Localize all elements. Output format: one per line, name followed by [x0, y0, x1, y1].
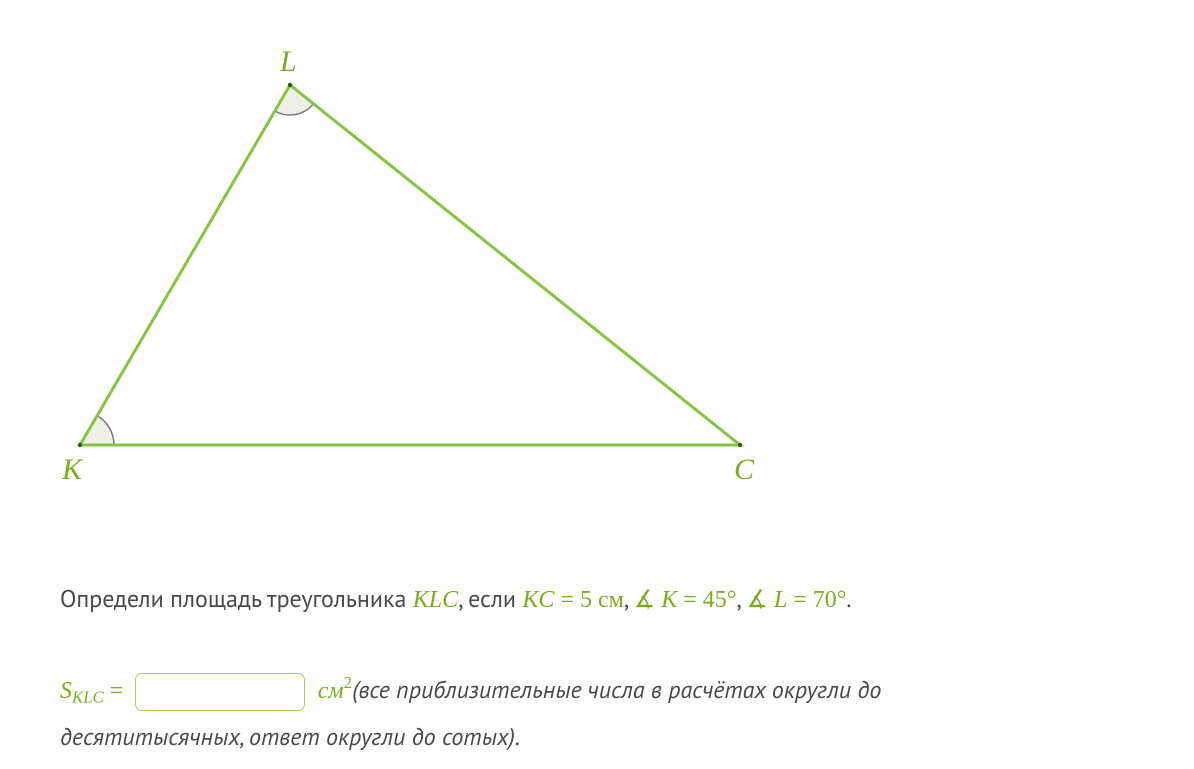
vertex-C-label: C	[734, 453, 755, 485]
angle2-value: = 70	[787, 587, 837, 613]
rounding-note-part1: (все приблизительные числа в расчётах ок…	[352, 674, 881, 705]
angle2-name: L	[768, 587, 787, 613]
problem-sep2: ,	[736, 583, 746, 614]
triangle-name: KLC	[413, 587, 458, 613]
angle-marker-K	[80, 416, 114, 446]
angle1-value: = 45	[677, 587, 727, 613]
area-answer-input[interactable]	[135, 673, 305, 711]
vertex-C-dot	[738, 443, 742, 447]
angle-symbol-2: ∡	[746, 587, 768, 613]
angle-symbol-1: ∡	[634, 587, 656, 613]
problem-prefix: Определи площадь треугольника	[60, 583, 413, 614]
unit-cm: см	[318, 678, 344, 704]
problem-mid1: , если	[458, 583, 522, 614]
problem-sep1: ,	[624, 583, 634, 614]
problem-statement: Определи площадь треугольника KLC, если …	[60, 580, 1140, 619]
vertex-K-dot	[78, 443, 82, 447]
side-name: KC	[522, 587, 554, 613]
problem-end: .	[846, 583, 851, 614]
angle1-name: K	[655, 587, 677, 613]
unit-squared: 2	[344, 673, 352, 692]
triangle-outline	[80, 85, 740, 445]
page-root: K L C Определи площадь треугольника KLC,…	[0, 0, 1194, 769]
side-value: = 5 см	[554, 587, 623, 613]
triangle-diagram: K L C	[60, 45, 800, 485]
area-symbol-S: S	[60, 678, 72, 704]
area-subscript: KLC	[72, 687, 104, 706]
equals-sign: =	[104, 678, 130, 704]
vertex-L-label: L	[279, 45, 297, 78]
vertex-L-dot	[288, 83, 292, 87]
angle2-deg: °	[837, 587, 847, 613]
answer-row: SKLC = см2(все приблизительные числа в р…	[60, 670, 1140, 711]
rounding-note-part2: десятитысячных, ответ округли до сотых).	[60, 718, 1140, 756]
angle1-deg: °	[727, 587, 737, 613]
vertex-K-label: K	[61, 453, 84, 485]
